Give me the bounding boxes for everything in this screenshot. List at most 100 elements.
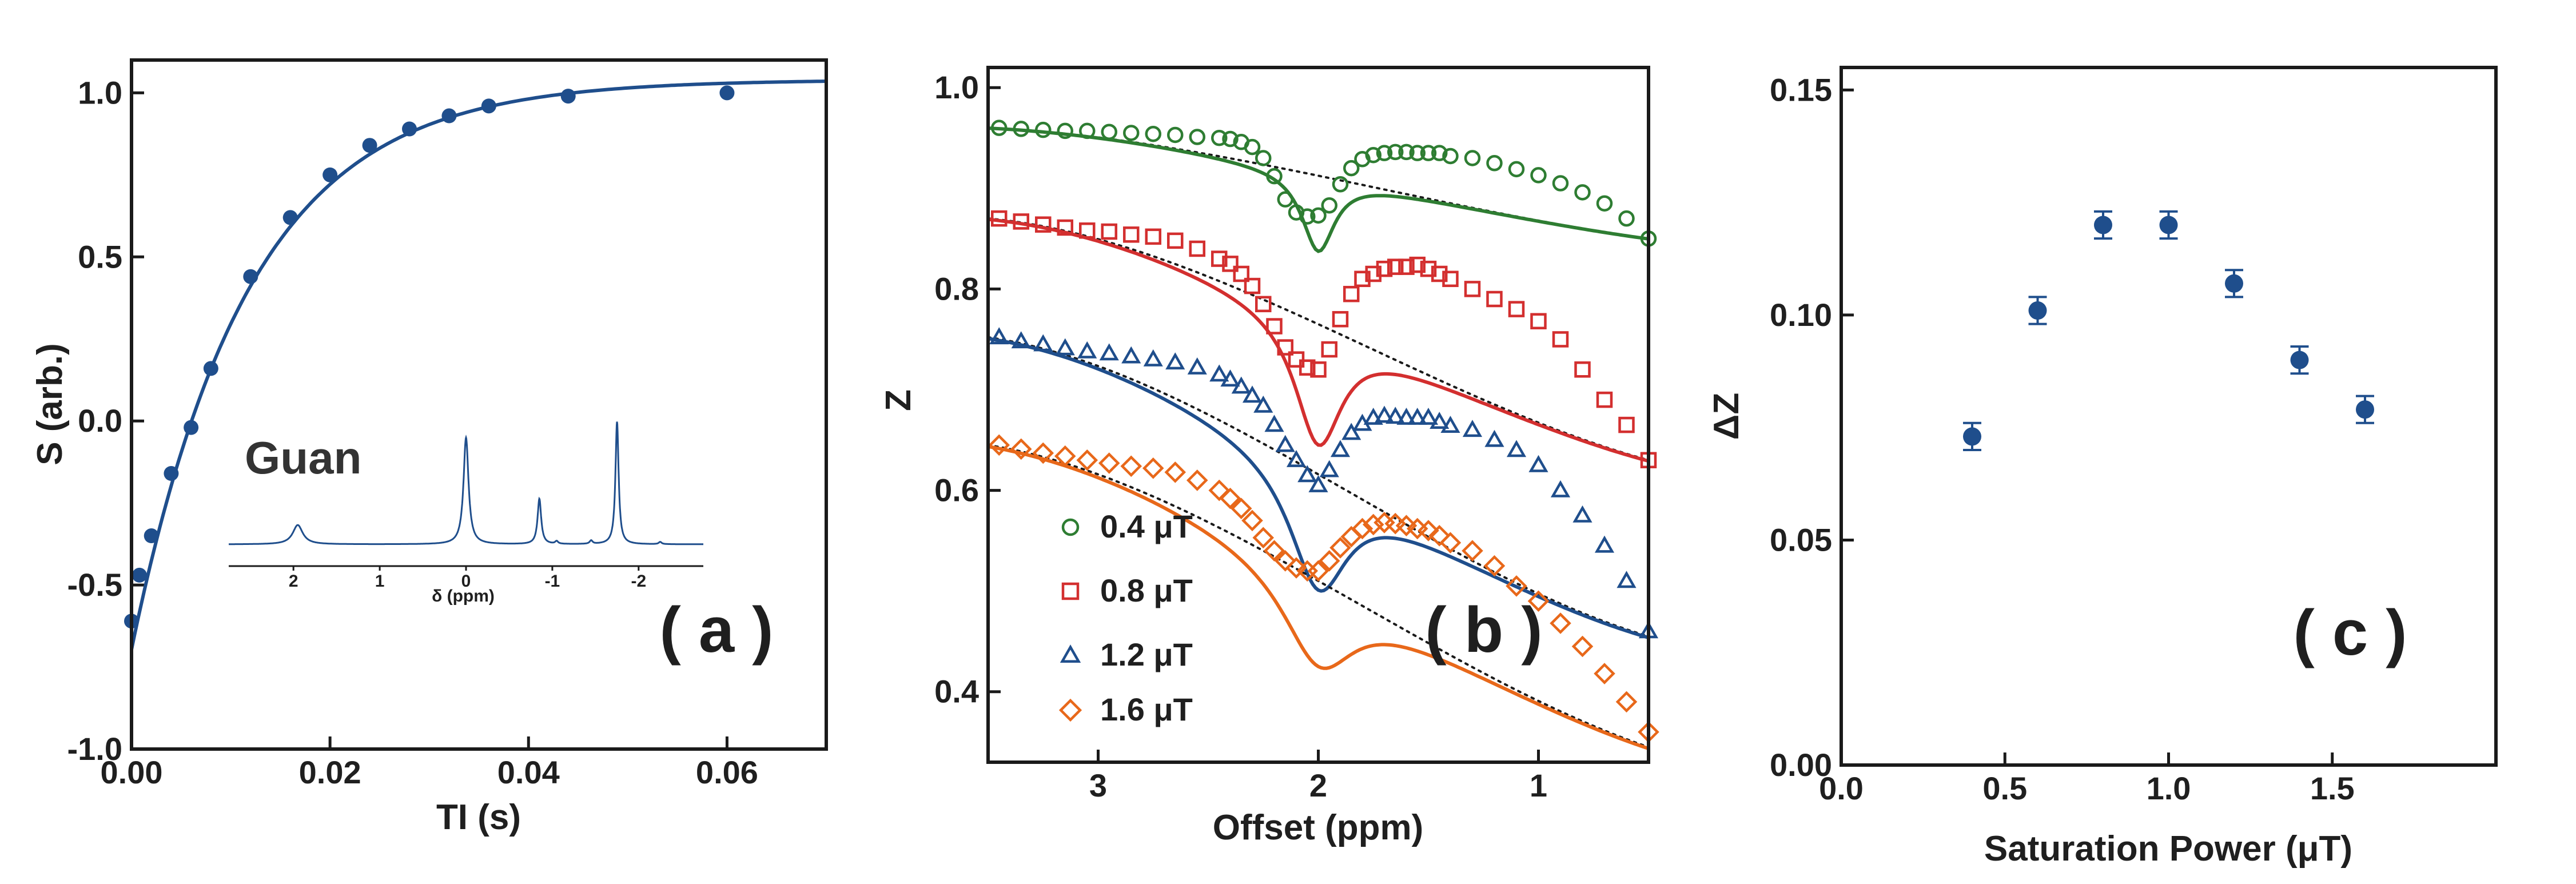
panel-b-series-2-point-7 xyxy=(1143,349,1163,367)
panel-b-xlabel: Offset (ppm) xyxy=(1213,808,1424,847)
legend-marker-0 xyxy=(1061,518,1080,536)
panel-a-point-3 xyxy=(164,466,179,481)
panel-b-series-1-point-13 xyxy=(1244,277,1261,294)
panel-b-series-0-point-35 xyxy=(1530,167,1547,184)
panel-b-series-3-point-16 xyxy=(1274,550,1296,572)
panel-b-series-3-point-20 xyxy=(1318,550,1340,572)
panel-b-series-1-point-24 xyxy=(1365,265,1381,282)
panel-b-series-1-point-39 xyxy=(1618,416,1635,433)
panel-b-series-1-point-18 xyxy=(1299,359,1316,376)
panel-b-series-2-point-29 xyxy=(1418,408,1439,425)
panel-c-ytick-label-3: 0.00 xyxy=(1770,747,1832,783)
panel-b-series-3-point-6 xyxy=(1120,455,1142,477)
inset-spectrum xyxy=(229,421,703,545)
panel-b-series-0-point-31 xyxy=(1442,148,1459,165)
panel-b-series-0-point-8 xyxy=(1167,126,1184,144)
panel-b-series-2-point-26 xyxy=(1385,407,1406,424)
panel-a-point-2 xyxy=(144,528,159,544)
panel-b-fit-0 xyxy=(988,126,1649,253)
panel-b-series-0-point-19 xyxy=(1310,207,1327,224)
inset-xtick-label-1: 1 xyxy=(375,572,385,591)
panel-b-series-1-point-9 xyxy=(1189,240,1205,257)
legend-marker-2 xyxy=(1060,644,1081,663)
panel-b-series-2-point-1 xyxy=(1011,331,1031,349)
panel-a-fit-curve xyxy=(130,79,826,650)
panel-b-series-0-point-6 xyxy=(1123,125,1140,141)
panel-a-xlabel: TI (s) xyxy=(436,798,521,837)
panel-b-series-2-point-30 xyxy=(1430,412,1450,429)
panel-b-series-0-point-5 xyxy=(1101,124,1117,140)
panel-c-point-6 xyxy=(2356,400,2374,419)
panel-a-point-4 xyxy=(184,420,199,435)
legend-label-2: 1.2 μT xyxy=(1100,636,1193,672)
panel-b-series-0-point-29 xyxy=(1420,145,1437,161)
panel-b-series-2-point-28 xyxy=(1407,408,1427,425)
panel-a-point-7 xyxy=(282,210,298,225)
panel-b-xtick-label-2: 1 xyxy=(1530,767,1547,803)
panel-b-legend: 0.4 μT 0.8 μT 1.2 μT 1.6 μT xyxy=(1058,508,1193,727)
panel-b-series-2-point-14 xyxy=(1253,395,1273,413)
panel-b-series-1-point-8 xyxy=(1167,232,1184,249)
panel-c-point-0 xyxy=(1963,427,1981,446)
panel-b-series-1-point-33 xyxy=(1486,290,1503,308)
panel-c-frame xyxy=(1840,66,2498,767)
panel-b-series-1-point-25 xyxy=(1376,260,1393,277)
panel-b-series-3-point-10 xyxy=(1208,479,1231,501)
panel-b-series-1-point-15 xyxy=(1266,318,1283,335)
panel-b-reference-1 xyxy=(987,217,1650,461)
panel-b-series-0-point-2 xyxy=(1035,121,1052,138)
panel-b-series-2-point-27 xyxy=(1396,408,1416,425)
panel-a-point-11 xyxy=(441,108,457,124)
panel-b-series-1-point-35 xyxy=(1530,313,1547,329)
panel-b-series-3-point-21 xyxy=(1329,537,1351,559)
panel-b-series-1-point-6 xyxy=(1123,226,1140,243)
panel-b-series-1-point-5 xyxy=(1101,223,1117,240)
panel-b-series-0-point-20 xyxy=(1321,197,1337,214)
panel-b-series-2-point-8 xyxy=(1165,352,1185,370)
panel-a-point-1 xyxy=(132,567,147,583)
panel-b-series-1-point-12 xyxy=(1233,265,1249,282)
panel-b-series-1-point-28 xyxy=(1409,256,1426,273)
panel-b-series-3-point-24 xyxy=(1362,513,1384,536)
panel-b-series-3-point-29 xyxy=(1418,520,1439,541)
panel-c-xtick-label-0: 0.0 xyxy=(1819,770,1864,806)
panel-b-series-0-point-26 xyxy=(1387,144,1404,161)
panel-c-ytick-label-1: 0.10 xyxy=(1770,297,1832,333)
legend-item-2: 1.2 μT xyxy=(1060,636,1193,672)
panel-b-series-3-point-3 xyxy=(1054,445,1076,467)
panel-b-series-0-point-32 xyxy=(1464,150,1481,166)
panel-b-series-3-point-8 xyxy=(1164,461,1187,483)
panel-b-series-3-point-15 xyxy=(1263,540,1285,562)
panel-a: 0.00 0.02 0.04 0.06 1.0 0.5 0.0 -0.5 -1.0 TI (s)… xyxy=(30,58,828,837)
panel-b-series-3-point-23 xyxy=(1351,517,1373,540)
inset-xtick-label-3: -1 xyxy=(545,572,560,591)
panel-b-series-0-point-1 xyxy=(1013,121,1029,137)
panel-b-series-2-point-24 xyxy=(1363,408,1383,425)
panel-b-series-3-point-33 xyxy=(1483,555,1506,577)
panel-c-xlabel: Saturation Power (μT) xyxy=(1984,829,2352,869)
panel-a-point-9 xyxy=(362,138,377,153)
panel-b-series-1-point-2 xyxy=(1035,216,1052,233)
panel-b-series-2-point-0 xyxy=(989,327,1009,345)
panel-c-point-5 xyxy=(2290,351,2309,369)
panel-c-point-4 xyxy=(2225,274,2243,293)
panel-b-series-0-point-21 xyxy=(1332,176,1349,193)
panel-b-ytick-label-0: 1.0 xyxy=(934,69,979,105)
panel-b-series-2-point-20 xyxy=(1319,460,1339,477)
panel-a-point-14 xyxy=(719,85,735,101)
panel-a-ylabel: S (arb.) xyxy=(30,343,70,465)
panel-b-series-3-point-17 xyxy=(1285,557,1307,579)
panel-a-xtick-label-1: 0.02 xyxy=(299,754,361,790)
panel-b-series-0-point-27 xyxy=(1398,144,1415,161)
panel-b-series-0-point-3 xyxy=(1057,122,1073,140)
panel-b-series-0-point-7 xyxy=(1145,125,1161,142)
panel-a-frame xyxy=(130,58,828,751)
panel-b: 3 2 1 1.0 0.8 0.6 0.4 Offset (ppm) Z ( b ) 0.4… xyxy=(879,66,1659,847)
panel-b-series-1-point-30 xyxy=(1431,265,1448,282)
panel-a-point-5 xyxy=(203,361,218,376)
panel-b-series-0-point-24 xyxy=(1365,146,1381,164)
panel-b-series-3-point-9 xyxy=(1186,469,1208,491)
panel-b-fit-3 xyxy=(988,444,1649,751)
panel-a-point-12 xyxy=(481,98,496,114)
panel-b-series-2-point-32 xyxy=(1462,420,1483,437)
